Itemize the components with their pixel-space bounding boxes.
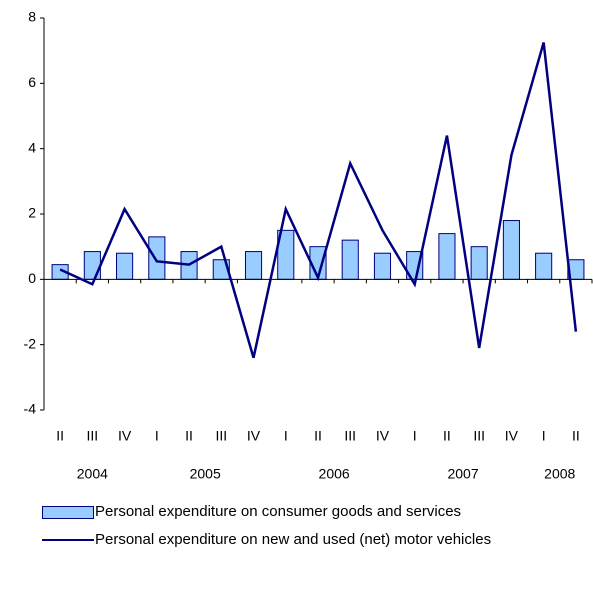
legend-label: Personal expenditure on consumer goods a… xyxy=(95,503,462,520)
x-tick-label: III xyxy=(344,428,356,444)
bar xyxy=(148,236,166,280)
x-tick-label: I xyxy=(542,428,546,444)
x-tick-label: II xyxy=(314,428,322,444)
bar xyxy=(535,252,553,280)
bar xyxy=(373,252,392,280)
x-tick-label: III xyxy=(87,428,99,444)
x-tick-label: III xyxy=(473,428,485,444)
legend-label: Personal expenditure on new and used (ne… xyxy=(95,531,492,548)
x-tick-label: II xyxy=(572,428,580,444)
year-label: 2005 xyxy=(190,466,221,482)
bar xyxy=(244,251,263,280)
y-tick-label: 4 xyxy=(28,139,36,155)
bar xyxy=(438,233,456,280)
x-tick-label: I xyxy=(155,428,159,444)
y-tick-label: -2 xyxy=(24,335,37,351)
year-label: 2008 xyxy=(544,466,575,482)
x-tick-label: IV xyxy=(376,428,390,444)
bar xyxy=(116,252,134,280)
y-tick-label: 2 xyxy=(28,205,36,221)
x-tick-label: I xyxy=(284,428,288,444)
x-tick-label: IV xyxy=(118,428,132,444)
legend-swatch xyxy=(42,539,94,541)
line xyxy=(59,42,578,359)
x-tick-label: II xyxy=(185,428,193,444)
bar xyxy=(502,220,520,280)
x-tick-label: II xyxy=(56,428,64,444)
x-tick-label: I xyxy=(413,428,417,444)
x-tick-label: II xyxy=(443,428,451,444)
legend-entry: Personal expenditure on consumer goods a… xyxy=(40,502,560,522)
bar xyxy=(470,246,488,280)
bar xyxy=(341,239,359,280)
y-tick-label: 0 xyxy=(28,270,36,286)
y-tick-label: 6 xyxy=(28,74,36,90)
legend-entry: Personal expenditure on new and used (ne… xyxy=(40,530,560,550)
year-label: 2007 xyxy=(447,466,478,482)
x-tick-label: IV xyxy=(247,428,261,444)
bar xyxy=(83,251,101,280)
x-tick-label: IV xyxy=(505,428,519,444)
y-tick-label: -4 xyxy=(24,401,37,417)
y-tick-label: 8 xyxy=(28,9,36,25)
year-label: 2004 xyxy=(77,466,108,482)
year-label: 2006 xyxy=(319,466,350,482)
legend-swatch xyxy=(42,506,94,519)
x-tick-label: III xyxy=(215,428,227,444)
